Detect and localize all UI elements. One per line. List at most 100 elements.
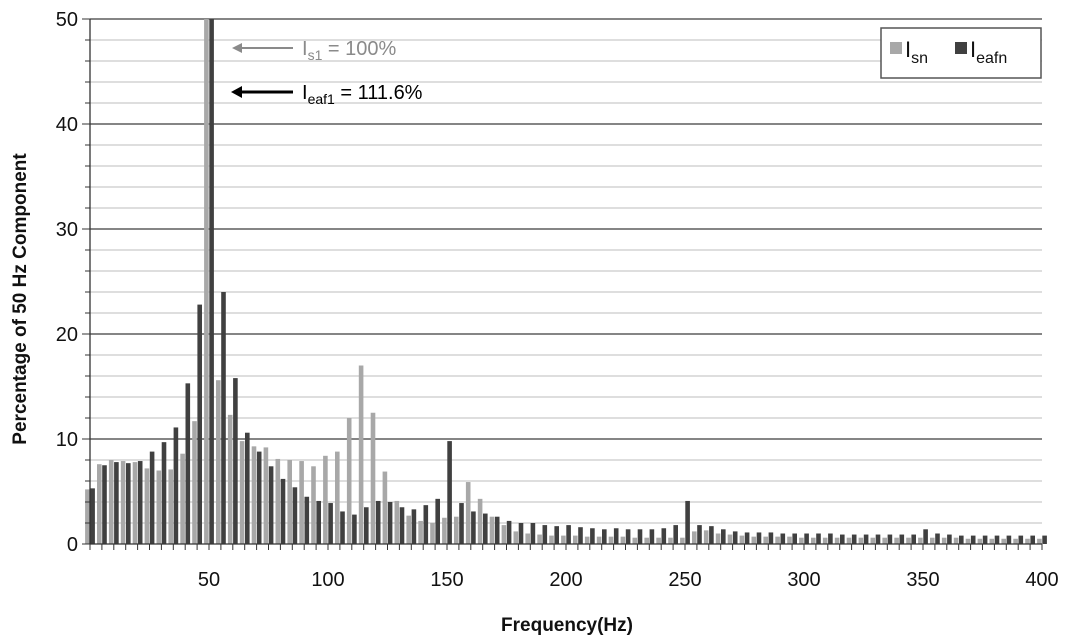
bar-ieafn-55hz	[221, 292, 226, 544]
annotation-is1-arrowhead	[232, 43, 242, 53]
bar-isn-170hz	[489, 516, 495, 544]
bar-isn-200hz	[561, 535, 566, 544]
bar-ieafn-305hz	[816, 533, 821, 544]
bar-ieafn-75hz	[268, 466, 274, 544]
bar-isn-195hz	[549, 535, 554, 544]
bar-ieafn-215hz	[602, 529, 607, 544]
bar-isn-180hz	[513, 531, 519, 544]
bar-isn-10hz	[108, 460, 114, 544]
bar-isn-220hz	[608, 536, 614, 544]
bar-ieafn-350hz	[923, 529, 928, 544]
bar-ieafn-20hz	[137, 461, 143, 544]
bar-ieafn-50hz	[209, 19, 214, 544]
x-tick-label: 350	[906, 569, 939, 591]
bar-isn-190hz	[537, 534, 542, 544]
bar-ieafn-205hz	[578, 527, 583, 544]
bar-isn-155hz	[454, 516, 459, 544]
bar-isn-100hz	[323, 455, 328, 544]
bar-isn-390hz	[1013, 538, 1018, 544]
bar-isn-150hz	[442, 517, 447, 544]
annotation-ieaf1: Ieaf1 = 111.6%	[231, 82, 423, 107]
bar-isn-280hz	[751, 536, 757, 544]
bar-isn-115hz	[358, 365, 364, 544]
bar-ieafn-15hz	[126, 463, 131, 544]
bar-isn-345hz	[906, 537, 911, 544]
x-tick-label: 300	[787, 569, 820, 591]
annotation-ieaf1-label: Ieaf1 = 111.6%	[302, 82, 423, 107]
bar-isn-255hz	[692, 531, 697, 544]
bar-ieafn-30hz	[161, 442, 167, 544]
bar-ieafn-250hz	[685, 500, 690, 544]
bar-isn-315hz	[834, 537, 840, 544]
bar-ieafn-135hz	[411, 509, 417, 544]
bar-isn-185hz	[525, 533, 530, 544]
bar-ieafn-240hz	[661, 528, 667, 544]
bar-isn-290hz	[775, 536, 780, 544]
bar-isn-365hz	[953, 537, 959, 544]
axes: 0 10 20 30 40 50 50 100 150 200 250 300 350 400	[56, 9, 1059, 591]
bar-ieafn-400hz	[1042, 535, 1047, 544]
bar-isn-330hz	[870, 537, 876, 544]
bar-isn-245hz	[668, 537, 673, 544]
bar-isn-160hz	[465, 482, 471, 544]
x-tick-label: 200	[549, 569, 582, 591]
bar-ieafn-385hz	[1006, 535, 1012, 544]
bar-ieafn-390hz	[1018, 535, 1024, 544]
bar-isn-25hz	[144, 468, 150, 544]
bar-marks	[85, 19, 1047, 544]
legend-swatch-ieafn	[955, 42, 967, 54]
bar-isn-105hz	[335, 451, 340, 544]
bar-ieafn-210hz	[590, 528, 595, 544]
x-tick-label: 250	[668, 569, 701, 591]
bar-ieafn-195hz	[554, 526, 559, 544]
bar-ieafn-120hz	[375, 500, 381, 544]
bar-ieafn-230hz	[637, 529, 643, 544]
annotation-is1: Is1 = 100%	[232, 38, 397, 63]
bar-isn-15hz	[120, 461, 126, 544]
bar-ieafn-0hz	[90, 488, 95, 544]
bar-isn-165hz	[477, 498, 483, 544]
bar-ieafn-225hz	[625, 529, 631, 544]
bar-isn-70hz	[251, 446, 257, 544]
bar-isn-35hz	[168, 469, 173, 544]
bar-ieafn-290hz	[780, 533, 786, 544]
bar-isn-5hz	[97, 464, 102, 544]
bar-ieafn-245hz	[673, 525, 678, 544]
bar-ieafn-220hz	[613, 528, 619, 544]
bar-ieafn-395hz	[1030, 535, 1035, 544]
bar-isn-395hz	[1025, 538, 1030, 544]
bar-isn-370hz	[965, 538, 971, 544]
y-tick-label: 20	[56, 324, 78, 346]
legend-label-ieafn: Ieafn	[970, 37, 1007, 67]
bar-ieafn-170hz	[494, 516, 500, 544]
bar-isn-210hz	[584, 536, 590, 544]
bar-isn-235hz	[644, 537, 649, 544]
bar-ieafn-345hz	[911, 534, 916, 544]
bar-ieafn-180hz	[518, 523, 524, 544]
bar-ieafn-60hz	[233, 378, 238, 544]
bar-ieafn-155hz	[459, 503, 464, 544]
bar-isn-375hz	[977, 538, 983, 544]
x-tick-label: 50	[198, 569, 220, 591]
bar-ieafn-335hz	[887, 534, 893, 544]
y-tick-label: 30	[56, 219, 78, 241]
bar-isn-140hz	[418, 520, 423, 544]
bar-ieafn-185hz	[530, 523, 536, 544]
bar-ieafn-340hz	[899, 534, 905, 544]
bar-isn-145hz	[430, 523, 435, 544]
bar-isn-205hz	[573, 535, 578, 544]
bar-ieafn-145hz	[435, 498, 440, 544]
bar-ieafn-370hz	[970, 535, 976, 544]
bar-ieafn-5hz	[102, 465, 107, 544]
bar-ieafn-365hz	[959, 535, 964, 544]
bar-isn-400hz	[1037, 538, 1042, 544]
bar-isn-320hz	[846, 537, 852, 544]
bar-ieafn-200hz	[566, 525, 571, 544]
bar-ieafn-320hz	[851, 534, 857, 544]
gridlines	[90, 18, 1042, 524]
bar-ieafn-315hz	[840, 534, 845, 544]
bar-ieafn-40hz	[185, 383, 191, 544]
bar-isn-50hz	[204, 19, 209, 544]
bar-ieafn-95hz	[316, 500, 321, 544]
bar-isn-0hz	[85, 489, 90, 544]
